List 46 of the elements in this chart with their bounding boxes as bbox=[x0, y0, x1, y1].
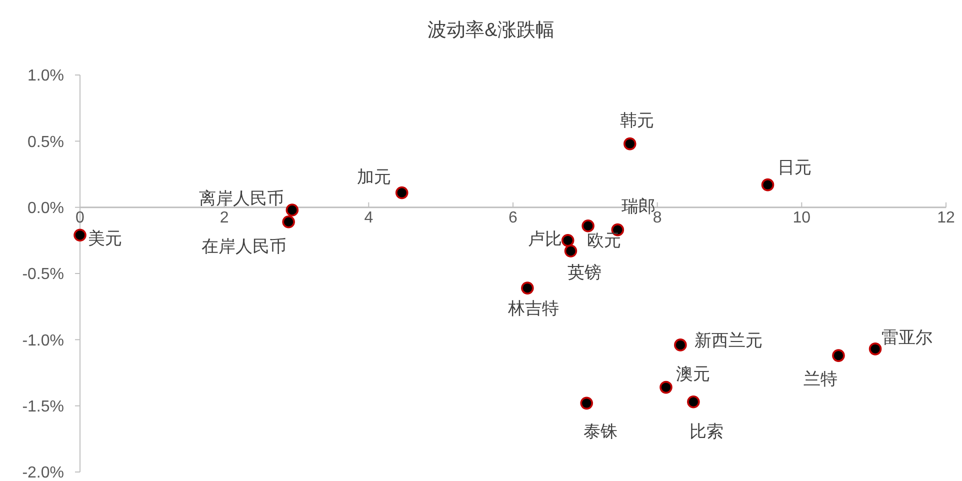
annotation: 林吉特 bbox=[506, 299, 559, 318]
annotation: 离岸人民币 bbox=[199, 188, 284, 208]
y-tick-label: -2.0% bbox=[22, 464, 64, 481]
annotation: 泰铢 bbox=[584, 422, 618, 442]
annotation: 美元 bbox=[88, 229, 122, 248]
point bbox=[564, 244, 578, 258]
annotation: 在岸人民币 bbox=[202, 236, 287, 256]
point bbox=[74, 228, 86, 242]
annotation: 日元 bbox=[778, 158, 812, 177]
y-tick-label: -1.0% bbox=[22, 332, 64, 350]
point bbox=[561, 234, 574, 247]
annotation: 兰特 bbox=[803, 369, 838, 388]
point bbox=[582, 219, 594, 232]
x-tick-label: 10 bbox=[792, 210, 811, 227]
y-tick-label: 0.0% bbox=[28, 200, 64, 217]
x-tick-label: 6 bbox=[508, 210, 518, 227]
x-tick-label: 12 bbox=[937, 210, 955, 227]
annotation: 欧元 bbox=[587, 230, 622, 250]
x-tick-label: 4 bbox=[364, 210, 374, 227]
annotation: 雷亚尔 bbox=[881, 328, 932, 347]
annotation: 英镑 bbox=[568, 262, 602, 282]
point bbox=[660, 380, 672, 394]
point bbox=[761, 178, 774, 192]
point bbox=[521, 282, 534, 294]
annotation: 韩元 bbox=[620, 110, 654, 130]
point bbox=[282, 215, 295, 228]
point bbox=[687, 395, 700, 408]
point bbox=[868, 342, 882, 356]
point bbox=[674, 338, 687, 352]
point bbox=[624, 137, 636, 150]
y-tick-label: 0.5% bbox=[28, 134, 64, 151]
annotation: 比索 bbox=[689, 422, 724, 441]
x-tick-label: 2 bbox=[220, 210, 229, 227]
point bbox=[832, 349, 845, 362]
y-tick-label: -0.5% bbox=[22, 266, 64, 284]
annotation: 加元 bbox=[356, 168, 391, 187]
annotation: 澳元 bbox=[676, 364, 710, 384]
point bbox=[286, 204, 299, 216]
x-tick-label: 0 bbox=[76, 210, 85, 227]
chart-title: 波动率&涨跌幅 bbox=[428, 19, 554, 41]
y-tick-label: 1.0% bbox=[28, 68, 64, 85]
y-tick-label: -1.5% bbox=[22, 398, 64, 416]
annotation: 新西兰元 bbox=[694, 330, 762, 350]
annotation: 卢比 bbox=[528, 229, 562, 248]
point bbox=[580, 396, 594, 410]
point bbox=[395, 186, 408, 200]
